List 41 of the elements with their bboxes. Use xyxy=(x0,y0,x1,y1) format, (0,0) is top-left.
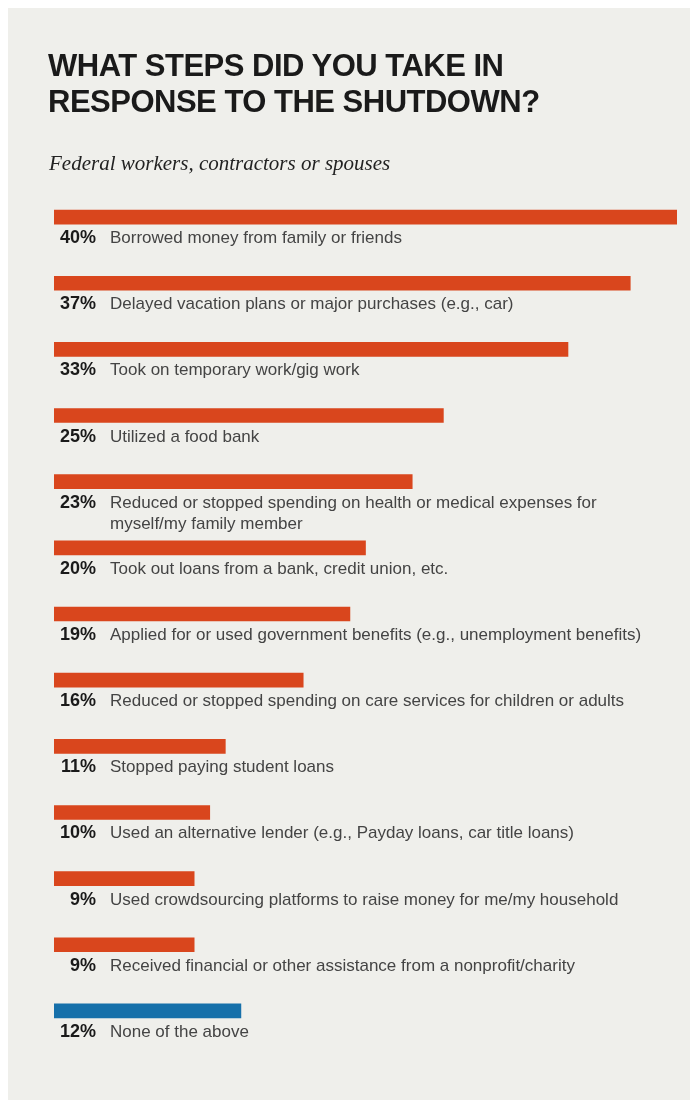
y-tick-label: Received financial or other assistance from a nonprofit/charity xyxy=(110,955,576,975)
data-label: 25% xyxy=(59,425,96,446)
y-tick-label: Stopped paying student loans xyxy=(110,757,335,777)
bar xyxy=(54,606,351,622)
y-tick-label: Used crowdsourcing platforms to raise money for me/my household xyxy=(110,889,619,909)
bar xyxy=(54,540,366,556)
data-label: 33% xyxy=(59,359,96,380)
data-label: 16% xyxy=(59,690,96,711)
data-label: 20% xyxy=(59,557,96,578)
y-tick-label: Took on temporary work/gig work xyxy=(110,360,360,380)
bar xyxy=(54,342,569,357)
bar xyxy=(54,871,195,886)
data-label: 11% xyxy=(60,756,96,777)
chart-title: WHAT STEPS DID YOU TAKE IN RESPONSE TO THE SHUTDOWN? xyxy=(48,48,541,120)
y-tick-label: Applied for or used government benefits (e.g., unemployment benefits) xyxy=(110,625,642,644)
y-tick-label: Took out loans from a bank, credit union, etc. xyxy=(110,558,449,578)
bar xyxy=(54,738,226,754)
data-label: 12% xyxy=(59,1020,96,1041)
bar xyxy=(54,805,211,820)
data-label: 37% xyxy=(59,293,96,314)
bar xyxy=(54,937,195,953)
data-label: 9% xyxy=(69,954,96,975)
bar xyxy=(54,1003,242,1019)
data-label: 10% xyxy=(59,822,96,843)
y-tick-label: Reduced or stopped spending on health or medical expenses for myself/my family member xyxy=(110,492,598,533)
bar xyxy=(54,209,677,225)
bar xyxy=(54,275,631,291)
y-tick-label: Borrowed money from family or friends xyxy=(110,228,402,248)
bar xyxy=(54,672,304,688)
y-tick-label: Reduced or stopped spending on care services for children or adults xyxy=(110,691,625,711)
bar xyxy=(54,474,413,490)
y-tick-label: None of the above xyxy=(110,1021,249,1041)
data-label: 23% xyxy=(59,491,96,512)
bar xyxy=(54,408,444,423)
y-tick-label: Used an alternative lender (e.g., Payday loans, car title loans) xyxy=(110,823,574,843)
data-label: 9% xyxy=(69,888,96,909)
data-label: 40% xyxy=(59,227,96,248)
y-tick-label: Delayed vacation plans or major purchases (e.g., car) xyxy=(110,294,514,314)
data-label: 19% xyxy=(59,624,96,644)
chart-subtitle: Federal workers, contractors or spouses xyxy=(49,151,391,176)
y-tick-label: Utilized a food bank xyxy=(110,426,260,446)
